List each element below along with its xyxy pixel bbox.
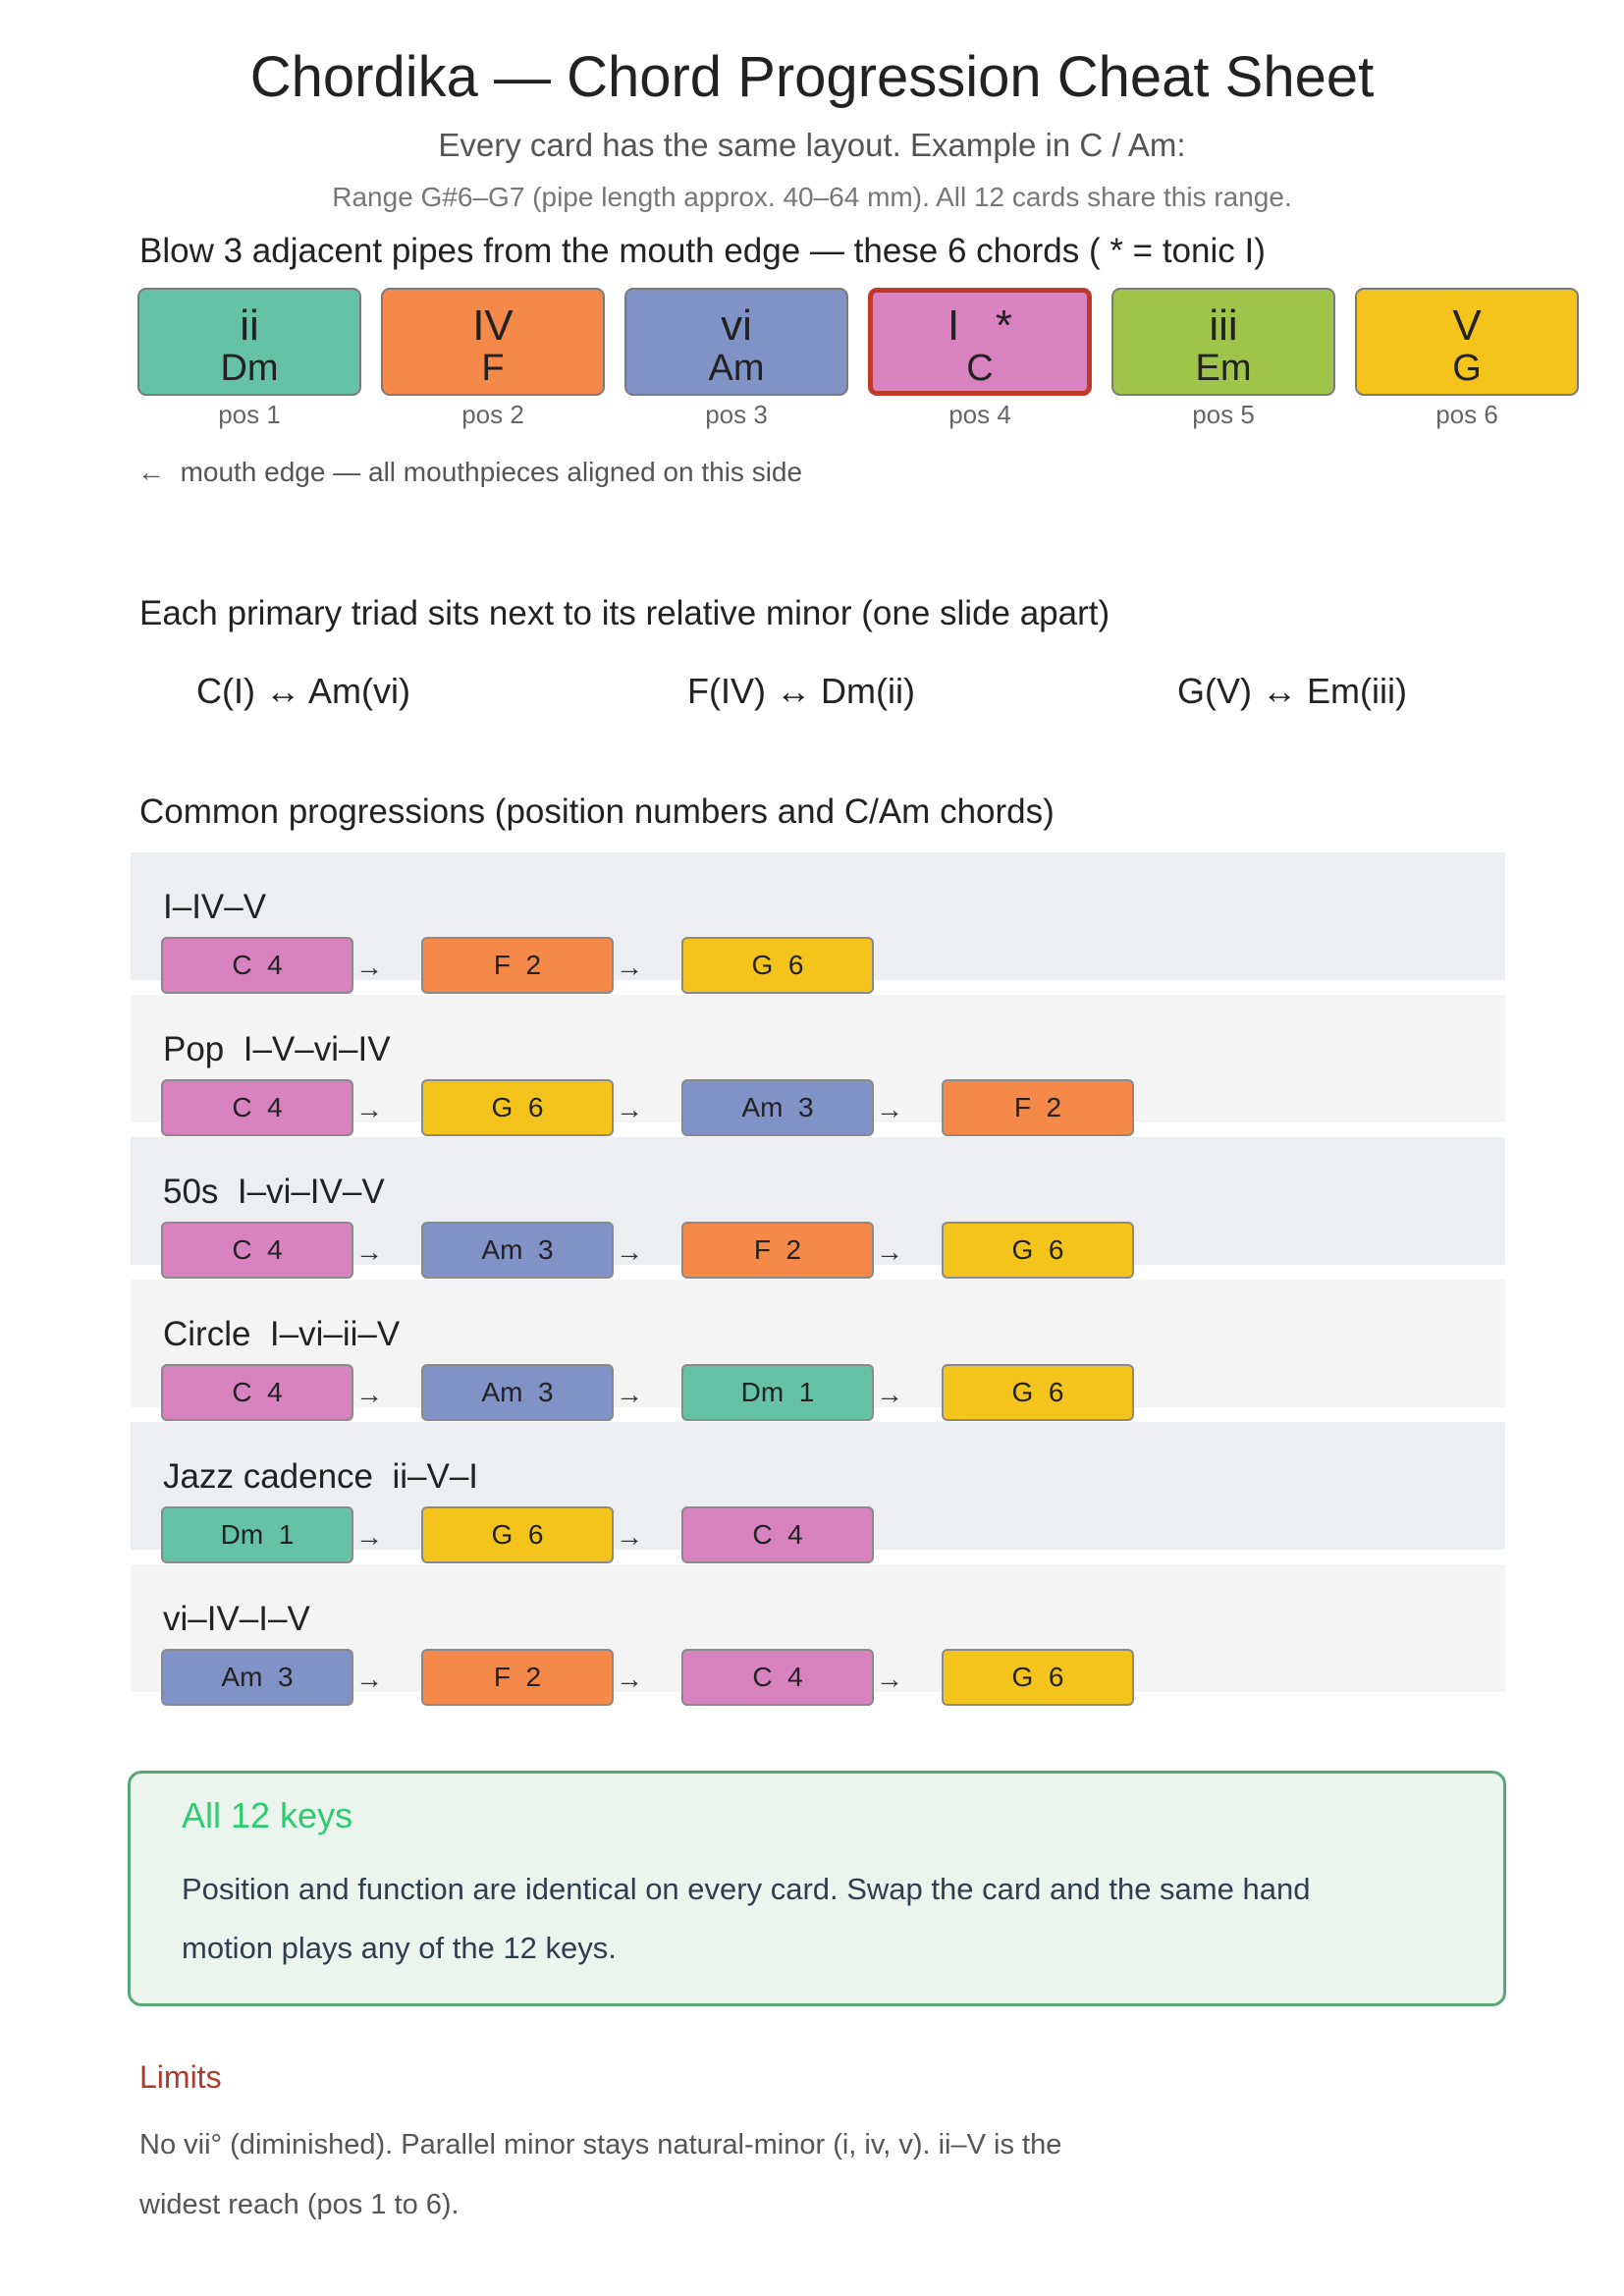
mouth-edge-note: ← mouth edge — all mouthpieces aligned o…: [137, 456, 802, 489]
progression-row: vi–IV–I–V Am 3 → F 2 → C 4 → G 6: [131, 1564, 1505, 1706]
right-arrow-icon: →: [355, 1521, 383, 1552]
mouth-edge-text: mouth edge — all mouthpieces aligned on …: [180, 457, 803, 487]
chord-chip: F 2: [681, 1222, 874, 1279]
right-arrow-icon: →: [616, 952, 643, 982]
progressions-heading: Common progressions (position numbers an…: [139, 793, 1055, 831]
right-arrow-icon: →: [876, 1379, 903, 1409]
range-note: Range G#6–G7 (pipe length approx. 40–64 …: [332, 182, 1292, 212]
limits-title: Limits: [139, 2059, 222, 2095]
right-arrow-icon: →: [355, 1664, 383, 1694]
position-label: pos 1: [218, 400, 281, 429]
right-arrow-icon: →: [616, 1664, 643, 1694]
right-arrow-icon: →: [616, 1521, 643, 1552]
chord-name: G: [1452, 348, 1482, 389]
positions-heading: Blow 3 adjacent pipes from the mouth edg…: [139, 232, 1266, 270]
progression-name: 50s I–vi–IV–V: [163, 1173, 385, 1211]
position-label: pos 5: [1192, 400, 1255, 429]
progression-row: Circle I–vi–ii–V C 4 → Am 3 → Dm 1 → G 6: [131, 1280, 1505, 1421]
chord-chip: Dm 1: [161, 1506, 353, 1563]
chord-chip: Dm 1: [681, 1364, 874, 1421]
chord-chip: G 6: [681, 937, 874, 994]
position-card: IV F: [381, 288, 605, 396]
relative-pair: F(IV) ↔ Dm(ii): [687, 671, 915, 711]
limits-text: No vii° (diminished). Parallel minor sta…: [139, 2129, 1062, 2220]
chord-chip: C 4: [681, 1506, 874, 1563]
chord-chip: G 6: [421, 1506, 614, 1563]
position-label: pos 6: [1435, 400, 1498, 429]
chord-chip: Am 3: [161, 1649, 353, 1706]
right-arrow-icon: →: [876, 1664, 903, 1694]
right-arrow-icon: →: [616, 1094, 643, 1124]
page-title: Chordika — Chord Progression Cheat Sheet: [249, 45, 1375, 109]
all-keys-text: Position and function are identical on e…: [182, 1872, 1311, 1965]
right-arrow-icon: →: [355, 1236, 383, 1267]
progression-name: Pop I–V–vi–IV: [163, 1030, 391, 1068]
progression-row: Pop I–V–vi–IV C 4 → G 6 → Am 3 → F 2: [131, 995, 1505, 1136]
page-subtitle: Every card has the same layout. Example …: [438, 127, 1186, 163]
chord-chip: Am 3: [421, 1364, 614, 1421]
chord-chip: G 6: [942, 1364, 1134, 1421]
progression-row: I–IV–V C 4 → F 2 → G 6: [131, 852, 1505, 994]
progression-row: 50s I–vi–IV–V C 4 → Am 3 → F 2 → G 6: [131, 1137, 1505, 1279]
chord-name: Am: [708, 348, 765, 389]
chord-chip: F 2: [421, 1649, 614, 1706]
position-card: I * C: [868, 288, 1092, 396]
chord-name: F: [481, 348, 505, 389]
right-arrow-icon: →: [355, 1379, 383, 1409]
chord-chip: G 6: [942, 1222, 1134, 1279]
roman-numeral: I *: [947, 301, 1013, 350]
position-label: pos 2: [461, 400, 524, 429]
chord-name: C: [966, 348, 994, 389]
progression-row: Jazz cadence ii–V–I Dm 1 → G 6 → C 4: [131, 1422, 1505, 1563]
chord-chip: C 4: [681, 1649, 874, 1706]
chord-chip: C 4: [161, 937, 353, 994]
relative-minor-heading: Each primary triad sits next to its rela…: [139, 594, 1110, 632]
right-arrow-icon: →: [355, 952, 383, 982]
chord-chip: Am 3: [421, 1222, 614, 1279]
chord-chip: F 2: [421, 937, 614, 994]
progression-name: Circle I–vi–ii–V: [163, 1315, 401, 1353]
roman-numeral: IV: [472, 301, 514, 350]
right-arrow-icon: →: [876, 1236, 903, 1267]
position-label: pos 4: [948, 400, 1011, 429]
progression-name: I–IV–V: [163, 888, 267, 926]
roman-numeral: iii: [1209, 301, 1238, 350]
right-arrow-icon: →: [876, 1094, 903, 1124]
right-arrow-icon: →: [616, 1236, 643, 1267]
roman-numeral: ii: [240, 301, 259, 350]
left-arrow-icon: ←: [137, 457, 165, 487]
relative-pair: C(I) ↔ Am(vi): [196, 671, 410, 711]
roman-numeral: V: [1452, 301, 1482, 350]
chord-name: Em: [1195, 348, 1252, 389]
progression-name: vi–IV–I–V: [163, 1600, 310, 1638]
chord-chip: C 4: [161, 1222, 353, 1279]
position-card: vi Am: [624, 288, 848, 396]
position-card: iii Em: [1111, 288, 1335, 396]
chord-chip: G 6: [421, 1079, 614, 1136]
all-keys-box: All 12 keys Position and function are id…: [128, 1771, 1506, 2006]
chord-chip: Am 3: [681, 1079, 874, 1136]
right-arrow-icon: →: [616, 1379, 643, 1409]
chord-chip: F 2: [942, 1079, 1134, 1136]
chord-chip: C 4: [161, 1364, 353, 1421]
position-card: ii Dm: [137, 288, 361, 396]
position-label: pos 3: [705, 400, 768, 429]
relative-pair: G(V) ↔ Em(iii): [1177, 671, 1407, 711]
chord-name: Dm: [220, 348, 279, 389]
chord-chip: C 4: [161, 1079, 353, 1136]
progression-name: Jazz cadence ii–V–I: [163, 1457, 479, 1496]
all-keys-title: All 12 keys: [182, 1795, 353, 1835]
chord-chip: G 6: [942, 1649, 1134, 1706]
right-arrow-icon: →: [355, 1094, 383, 1124]
roman-numeral: vi: [721, 301, 752, 350]
